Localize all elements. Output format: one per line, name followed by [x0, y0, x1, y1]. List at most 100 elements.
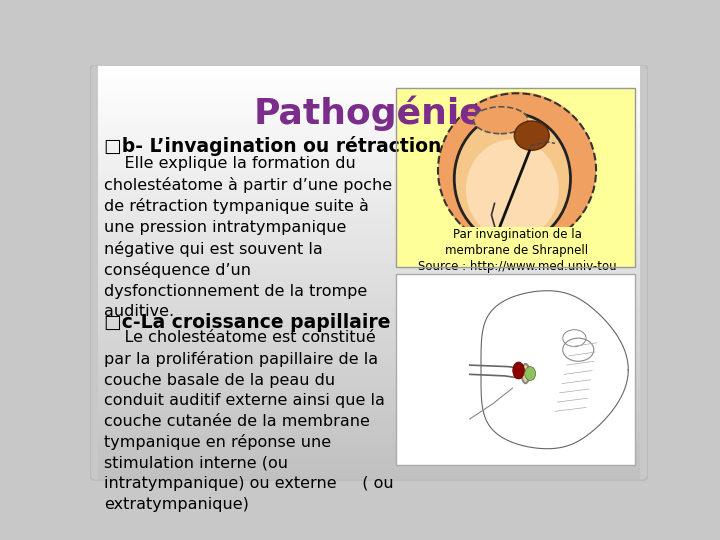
Bar	[98, 352, 640, 356]
Bar	[98, 65, 640, 69]
Circle shape	[438, 92, 596, 249]
Bar	[98, 119, 640, 123]
Bar	[98, 239, 640, 244]
Bar	[98, 69, 640, 73]
Bar	[98, 360, 640, 364]
Bar	[98, 82, 640, 85]
Bar	[98, 368, 640, 373]
Bar	[98, 447, 640, 451]
Bar	[98, 439, 640, 443]
Bar	[98, 373, 640, 377]
Text: Pathogénie: Pathogénie	[253, 96, 485, 131]
Ellipse shape	[522, 364, 529, 383]
Bar	[98, 85, 640, 90]
Bar	[98, 173, 640, 177]
Bar	[98, 377, 640, 381]
Bar	[98, 256, 640, 260]
Bar	[98, 422, 640, 427]
FancyBboxPatch shape	[396, 88, 635, 267]
Bar	[98, 451, 640, 456]
Bar	[98, 302, 640, 306]
Bar	[98, 322, 640, 327]
Bar	[98, 244, 640, 248]
Bar	[98, 472, 640, 476]
Bar	[98, 211, 640, 214]
Bar	[98, 476, 640, 481]
Bar	[98, 194, 640, 198]
Bar	[98, 98, 640, 102]
Text: Par invagination de la
membrane de Shrapnell
Source : http://www.med.univ-tou: Par invagination de la membrane de Shrap…	[418, 228, 616, 273]
Bar	[98, 389, 640, 393]
Bar	[98, 468, 640, 472]
Bar	[98, 227, 640, 231]
Bar	[98, 198, 640, 202]
Bar	[98, 277, 640, 281]
Bar	[98, 185, 640, 190]
Bar	[98, 343, 640, 348]
Bar	[98, 335, 640, 339]
Bar	[98, 165, 640, 168]
Text: Elle explique la formation du
cholestéatome à partir d’une poche
de rétraction t: Elle explique la formation du cholestéat…	[104, 156, 392, 319]
Bar	[98, 127, 640, 131]
Bar	[98, 281, 640, 285]
Bar	[98, 319, 640, 322]
Bar	[98, 169, 640, 173]
Bar	[98, 156, 640, 160]
Bar	[98, 427, 640, 431]
FancyBboxPatch shape	[396, 274, 635, 465]
Bar	[98, 140, 640, 144]
Bar	[98, 190, 640, 194]
Ellipse shape	[466, 139, 559, 240]
Ellipse shape	[454, 113, 570, 244]
Bar	[98, 114, 640, 119]
Bar	[98, 298, 640, 302]
Bar	[98, 123, 640, 127]
Bar	[98, 94, 640, 98]
Bar	[98, 402, 640, 406]
Bar	[98, 152, 640, 156]
Bar	[98, 136, 640, 140]
Bar	[98, 418, 640, 422]
Bar	[98, 181, 640, 185]
Bar	[98, 268, 640, 273]
Bar	[98, 265, 640, 268]
Bar	[98, 435, 640, 439]
Bar	[98, 273, 640, 277]
Ellipse shape	[513, 362, 524, 379]
Bar	[98, 235, 640, 239]
Bar	[98, 464, 640, 468]
Bar	[98, 77, 640, 82]
Bar	[98, 397, 640, 402]
Bar	[98, 385, 640, 389]
Bar	[98, 356, 640, 360]
Bar	[98, 248, 640, 252]
Bar	[98, 310, 640, 314]
Bar	[98, 73, 640, 77]
Bar	[98, 102, 640, 106]
Bar	[98, 252, 640, 256]
Bar	[98, 285, 640, 289]
Bar	[98, 314, 640, 319]
Bar	[98, 223, 640, 227]
Bar	[98, 443, 640, 447]
Bar	[98, 144, 640, 148]
Bar	[98, 410, 640, 414]
Bar	[98, 381, 640, 385]
Bar	[98, 306, 640, 310]
Ellipse shape	[514, 121, 549, 150]
Bar	[98, 460, 640, 464]
Bar	[98, 214, 640, 219]
Text: Le cholestéatome est constitué
par la prolifération papillaire de la
couche basa: Le cholestéatome est constitué par la pr…	[104, 330, 394, 511]
Bar	[98, 131, 640, 136]
Bar	[98, 260, 640, 265]
Bar	[98, 456, 640, 460]
Bar	[98, 364, 640, 368]
Ellipse shape	[474, 107, 528, 134]
Ellipse shape	[525, 367, 536, 381]
Bar	[98, 431, 640, 435]
Bar	[98, 111, 640, 114]
Bar	[98, 148, 640, 152]
Bar	[98, 327, 640, 331]
Bar	[98, 90, 640, 94]
Bar	[98, 414, 640, 418]
